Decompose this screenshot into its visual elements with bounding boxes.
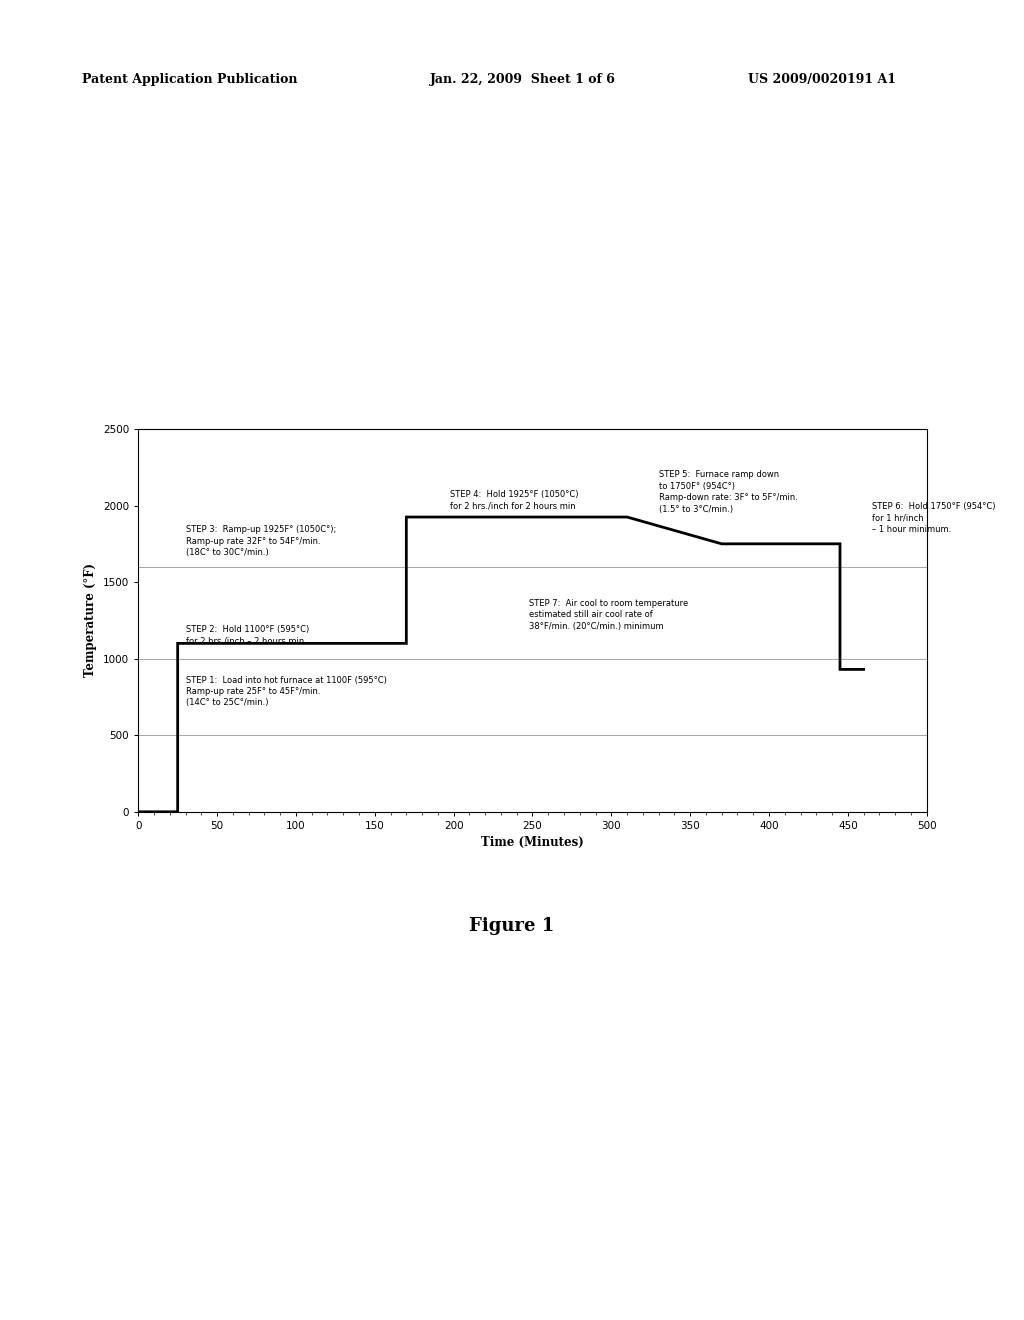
Text: Figure 1: Figure 1 <box>469 917 555 936</box>
Y-axis label: Temperature (°F): Temperature (°F) <box>84 564 97 677</box>
Text: US 2009/0020191 A1: US 2009/0020191 A1 <box>748 73 896 86</box>
Text: STEP 2:  Hold 1100°F (595°C)
for 2 hrs./inch – 2 hours min.: STEP 2: Hold 1100°F (595°C) for 2 hrs./i… <box>185 624 309 645</box>
Text: Jan. 22, 2009  Sheet 1 of 6: Jan. 22, 2009 Sheet 1 of 6 <box>430 73 616 86</box>
Text: Patent Application Publication: Patent Application Publication <box>82 73 297 86</box>
X-axis label: Time (Minutes): Time (Minutes) <box>481 837 584 849</box>
Text: STEP 3:  Ramp-up 1925F° (1050C°);
Ramp-up rate 32F° to 54F°/min.
(18C° to 30C°/m: STEP 3: Ramp-up 1925F° (1050C°); Ramp-up… <box>185 525 336 557</box>
Text: STEP 6:  Hold 1750°F (954°C)
for 1 hr/inch
– 1 hour minimum.: STEP 6: Hold 1750°F (954°C) for 1 hr/inc… <box>871 503 995 535</box>
Text: STEP 5:  Furnace ramp down
to 1750F° (954C°)
Ramp-down rate: 3F° to 5F°/min.
(1.: STEP 5: Furnace ramp down to 1750F° (954… <box>658 470 798 513</box>
Text: STEP 7:  Air cool to room temperature
estimated still air cool rate of
38°F/min.: STEP 7: Air cool to room temperature est… <box>529 599 688 631</box>
Text: STEP 1:  Load into hot furnace at 1100F (595°C)
Ramp-up rate 25F° to 45F°/min.
(: STEP 1: Load into hot furnace at 1100F (… <box>185 676 386 708</box>
Text: STEP 4:  Hold 1925°F (1050°C)
for 2 hrs./inch for 2 hours min: STEP 4: Hold 1925°F (1050°C) for 2 hrs./… <box>451 490 579 511</box>
